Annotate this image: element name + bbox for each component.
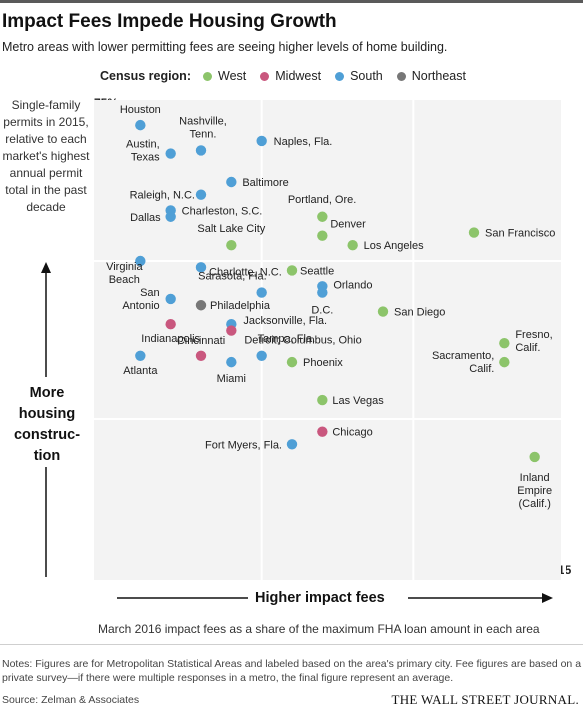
point-virginia-beach — [135, 255, 146, 267]
point-label-inland-empire-calif: Inland Empire (Calif.) — [517, 472, 552, 510]
legend-swatch-northeast — [396, 71, 406, 81]
point-charlotte-n-c — [195, 262, 207, 273]
x-arrow-head-icon — [542, 593, 553, 603]
point-inland-empire-calif — [529, 451, 540, 463]
point-sacramento-calif — [499, 356, 510, 368]
point-detroit-columbus-ohio — [226, 325, 237, 336]
point-fort-myers-fla — [286, 439, 298, 450]
point-label-virginia-beach: Virginia Beach — [106, 261, 143, 286]
point-austin-texas — [165, 148, 176, 159]
legend-item-northeast: Northeast — [396, 69, 466, 83]
legend-swatch-midwest — [260, 71, 270, 81]
point-cincinnati — [195, 350, 207, 361]
point-miami — [226, 356, 237, 368]
legend-swatch-west — [203, 71, 212, 81]
point-label-philadelphia: Philadelphia — [210, 300, 271, 312]
point-label-san-francisco: San Francisco — [485, 228, 555, 240]
point-label-portland-ore: Portland, Ore. — [288, 194, 356, 206]
y-axis-arrow-label: More housing construc-tion — [13, 385, 81, 464]
point-houston — [135, 119, 146, 131]
point-label-fort-myers-fla: Fort Myers, Fla. — [205, 439, 282, 451]
point-label-baltimore: Baltimore — [242, 177, 288, 189]
point-label-fresno-calif: Fresno, Calif. — [515, 329, 552, 354]
point-label-san-diego: San Diego — [394, 307, 445, 319]
point-label-las-vegas: Las Vegas — [332, 395, 384, 407]
point-san-francisco — [468, 227, 480, 238]
legend-item-midwest: Midwest — [260, 69, 321, 83]
top-rule — [0, 0, 583, 3]
point-label-phoenix: Phoenix — [303, 357, 343, 369]
footer-notes: Notes: Figures are for Metropolitan Stat… — [2, 658, 582, 684]
legend-label-west: West — [218, 69, 247, 83]
legend-title: Census region: — [100, 69, 191, 83]
legend-item-south: South — [335, 69, 383, 83]
point-label-detroit-columbus-ohio: Detroit; Columbus, Ohio — [244, 335, 361, 347]
point-baltimore — [226, 176, 237, 188]
point-raleigh-n-c — [195, 189, 207, 200]
point-san-antonio — [165, 293, 176, 305]
chart-subtitle: Metro areas with lower permitting fees a… — [2, 40, 448, 54]
point-label-charlotte-n-c: Charlotte, N.C. — [209, 266, 282, 278]
legend-label-midwest: Midwest — [275, 69, 322, 83]
point-label-naples-fla: Naples, Fla. — [274, 136, 333, 148]
point-label-orlando: Orlando — [333, 279, 372, 291]
point-indianapolis — [165, 319, 176, 330]
point-label-nashville-tenn: Nashville, Tenn. — [179, 115, 227, 140]
source-credit: Source: Zelman & Associates — [2, 694, 140, 706]
point-label-sacramento-calif: Sacramento, Calif. — [432, 350, 494, 375]
point-label-d-c: D.C. — [311, 305, 333, 317]
point-los-angeles — [347, 240, 358, 251]
point-portland-ore — [317, 211, 328, 222]
publisher-logo: THE WALL STREET JOURNAL. — [391, 692, 579, 707]
point-label-cincinnati: Cincinnati — [177, 335, 225, 347]
point-label-los-angeles: Los Angeles — [364, 240, 424, 252]
point-seattle — [286, 265, 298, 276]
point-label-charleston-s-c: Charleston, S.C. — [182, 205, 263, 217]
point-label-denver: Denver — [330, 219, 366, 231]
point-label-austin-texas: Austin, Texas — [126, 139, 160, 164]
point-label-salt-lake-city: Salt Lake City — [197, 223, 265, 235]
point-label-raleigh-n-c: Raleigh, N.C. — [130, 190, 195, 202]
point-d-c — [317, 287, 328, 298]
point-phoenix — [286, 356, 298, 368]
point-label-atlanta: Atlanta — [123, 365, 158, 377]
plot-area — [94, 100, 561, 580]
point-label-chicago: Chicago — [332, 427, 372, 439]
legend-item-west: West — [203, 69, 246, 83]
point-las-vegas — [317, 394, 328, 406]
y-axis-description: Single-family permits in 2015, relative … — [2, 98, 90, 214]
point-naples-fla — [256, 135, 267, 147]
point-dallas — [165, 211, 176, 222]
point-label-miami: Miami — [217, 373, 246, 385]
point-label-jacksonville-fla: Jacksonville, Fla. — [243, 315, 327, 327]
footer-divider — [0, 644, 583, 645]
chart-title: Impact Fees Impede Housing Growth — [2, 11, 337, 32]
point-san-diego — [377, 306, 389, 317]
point-atlanta — [135, 350, 146, 361]
legend: Census region: West Midwest South Northe… — [100, 68, 480, 84]
point-label-houston: Houston — [120, 104, 161, 116]
legend-label-south: South — [350, 69, 383, 83]
point-tampa-fla — [256, 350, 267, 361]
point-chicago — [317, 426, 328, 437]
point-label-indianapolis: Indianapolis — [141, 333, 200, 345]
point-denver — [317, 230, 328, 241]
legend-swatch-south — [335, 71, 345, 81]
scatter-plot: Houston Nashville, Tenn. Naples, Fla. Austin… — [41, 100, 561, 603]
point-philadelphia — [195, 300, 207, 311]
point-salt-lake-city — [226, 240, 237, 251]
legend-label-northeast: Northeast — [411, 69, 466, 83]
point-fresno-calif — [499, 337, 510, 349]
point-label-san-antonio: San Antonio — [122, 287, 159, 312]
x-axis-description: March 2016 impact fees as a share of the… — [98, 622, 540, 636]
x-axis-arrow-label: Higher impact fees — [255, 590, 385, 606]
point-nashville-tenn — [195, 145, 207, 156]
point-label-sarasota-fla: Sarasota, Fla. — [198, 271, 266, 283]
point-label-dallas: Dallas — [130, 212, 161, 224]
y-arrow-head-icon — [41, 262, 51, 273]
point-label-seattle: Seattle — [300, 265, 334, 277]
point-label-tampa-fla: Tampa, Fla. — [258, 333, 315, 345]
point-sarasota-fla — [256, 287, 267, 298]
